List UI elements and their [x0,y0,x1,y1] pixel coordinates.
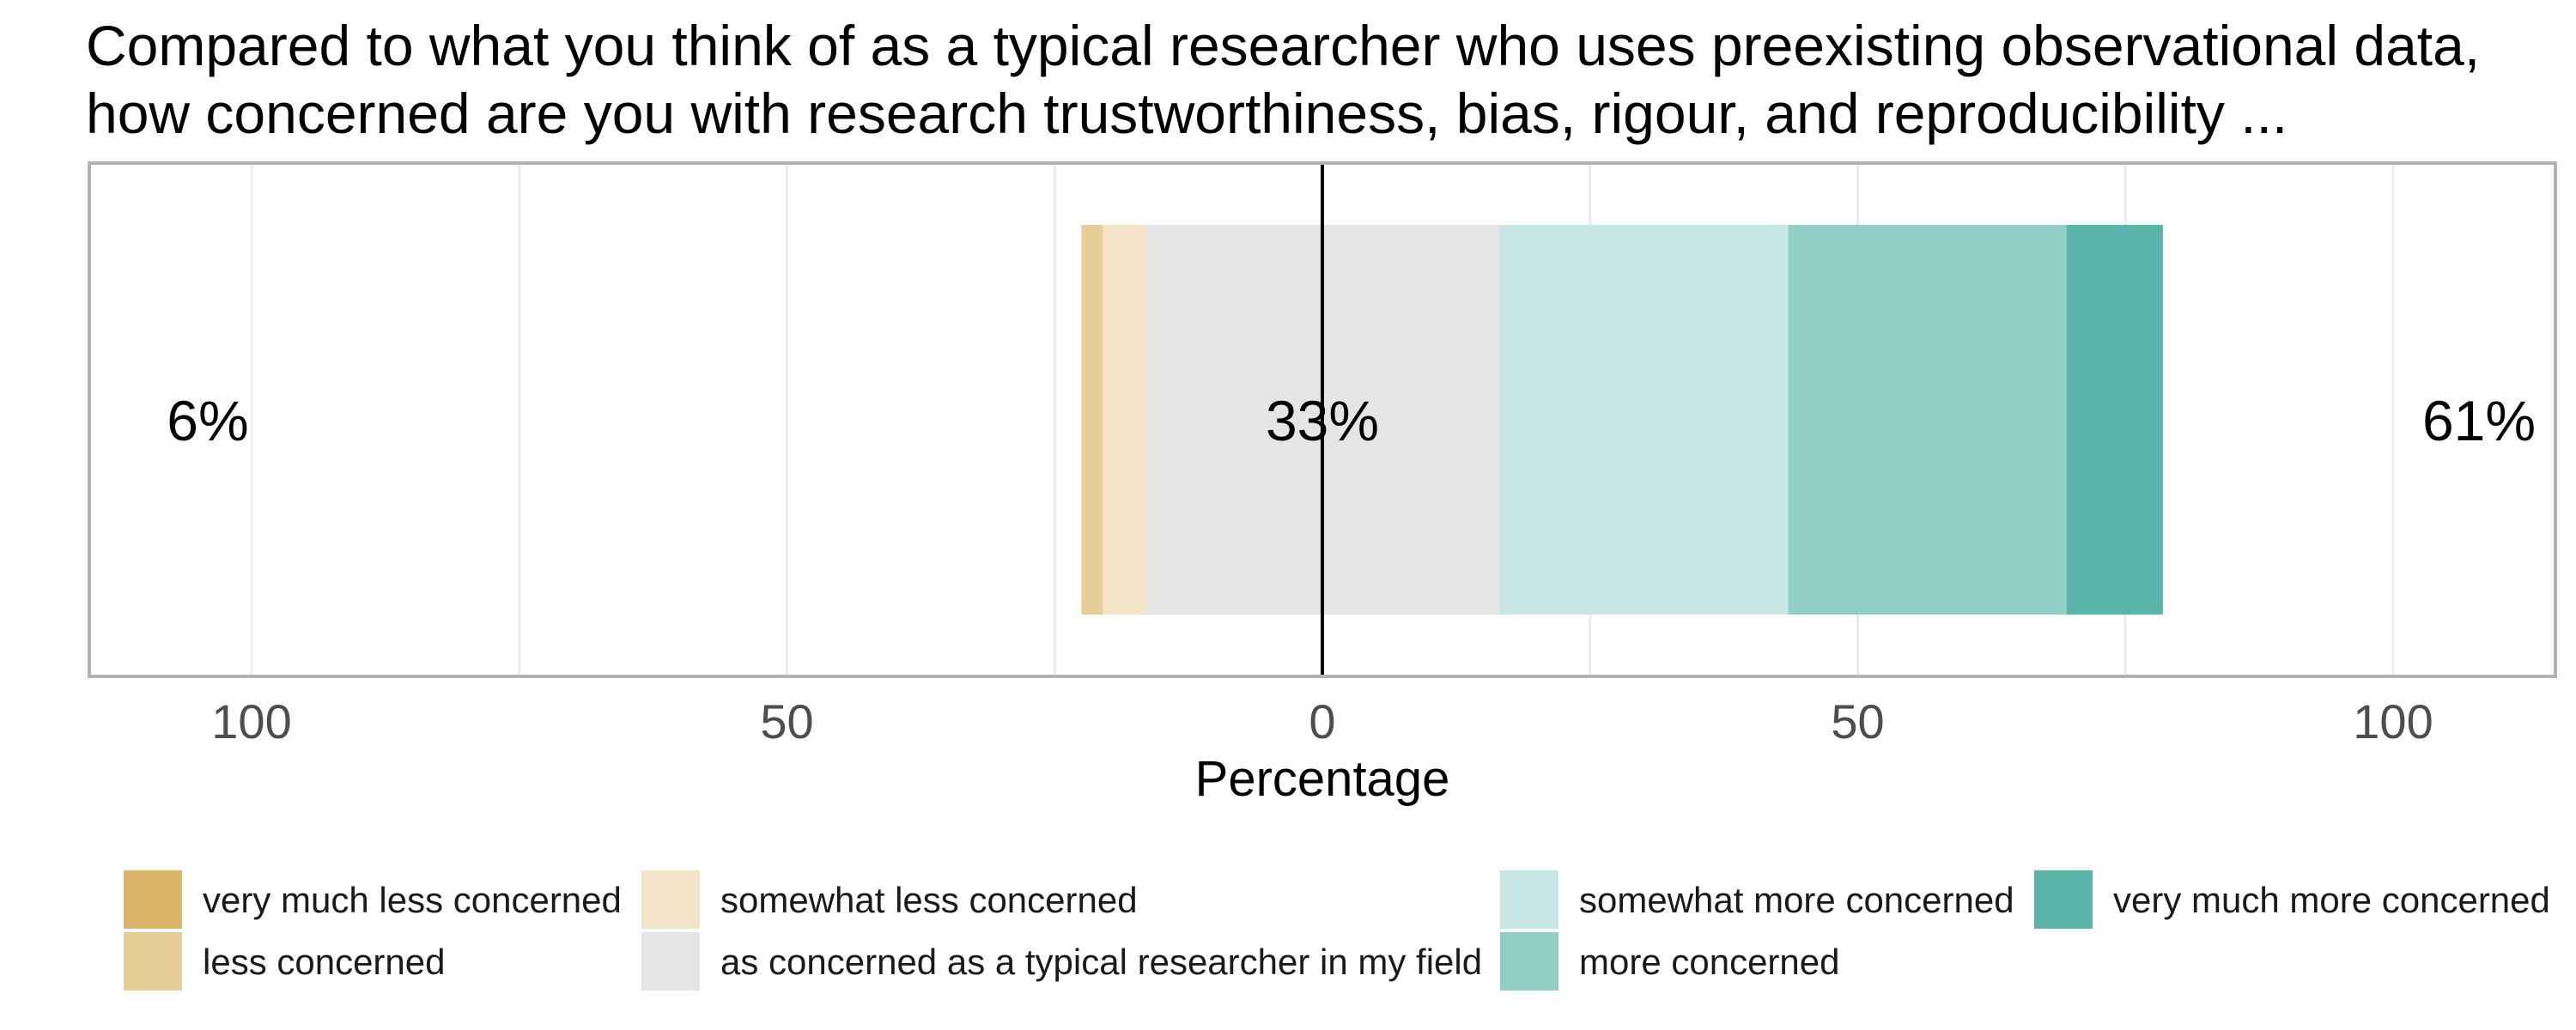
percent-annotations: 6% 33% 61% [167,389,2536,452]
chart-title-line-2: how concerned are you with research trus… [86,82,2288,145]
x-tick-label: 0 [1309,694,1335,748]
bar-segments [1081,225,2163,615]
chart-title-line-1: Compared to what you think of as a typic… [86,14,2481,77]
plot-panel-border [88,161,2557,678]
x-tick-label: 50 [1831,694,1884,748]
x-axis-label: Percentage [1195,751,1450,807]
bar-segment [1103,225,1146,615]
left-percent-label: 6% [167,389,248,452]
bar-segment [1788,225,2067,615]
x-axis-ticks: 100 50 0 50 100 [211,694,2433,748]
x-tick-label: 100 [2353,694,2433,748]
x-tick-label: 100 [211,694,291,748]
chart-title: Compared to what you think of as a typic… [86,12,2576,149]
bar-segment [2066,225,2163,615]
bar-segment [1498,225,1789,615]
right-percent-label: 61% [2422,389,2536,452]
x-tick-label: 50 [760,694,813,748]
neutral-percent-label: 33% [1266,389,1379,452]
bar-segment [1081,225,1103,615]
